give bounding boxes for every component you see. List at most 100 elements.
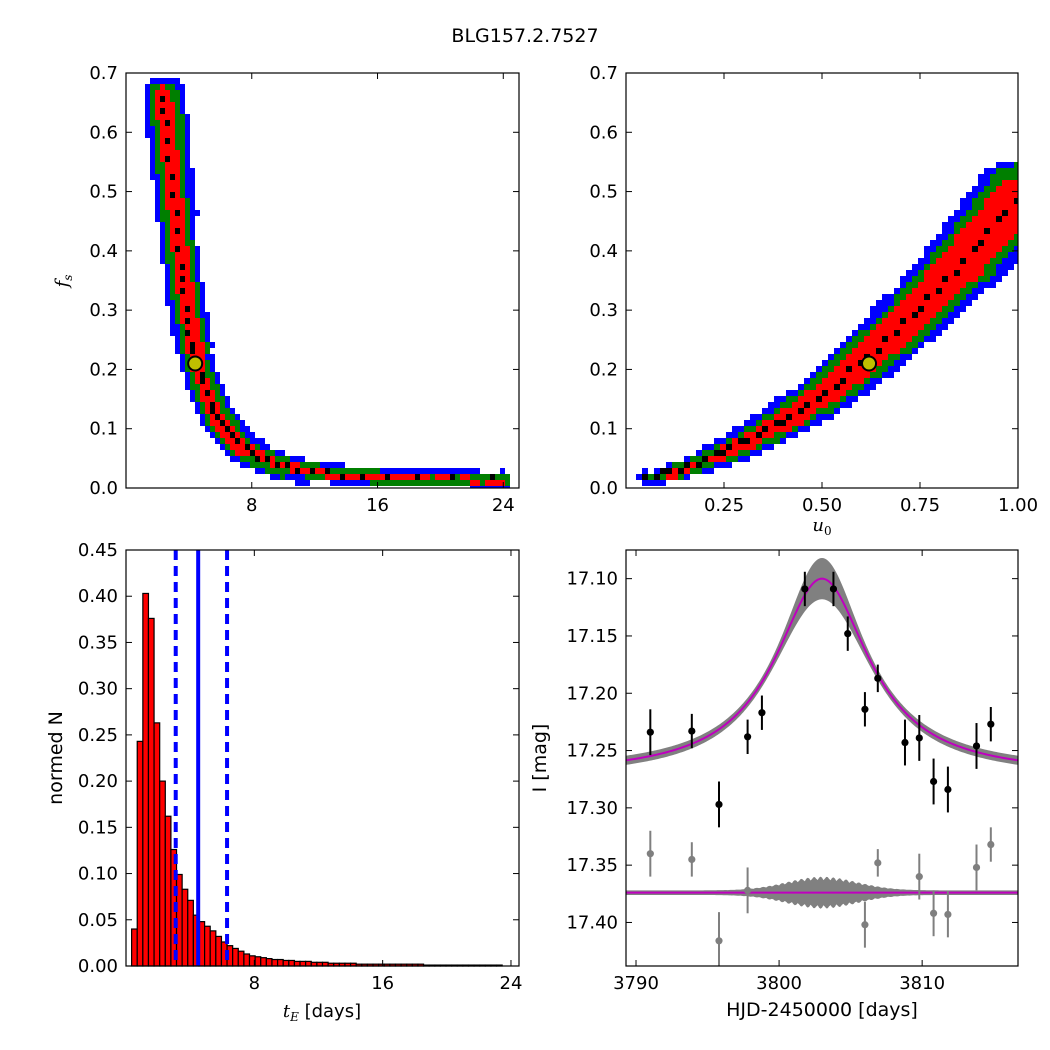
heatmap-cell <box>840 396 846 402</box>
heatmap-cell <box>180 180 185 186</box>
heatmap-cell <box>180 120 185 126</box>
heatmap-cell <box>1008 258 1014 264</box>
heatmap-cell <box>220 384 225 390</box>
heatmap-cell <box>978 258 984 264</box>
heatmap-cell <box>1014 216 1018 222</box>
heatmap-cell <box>175 288 180 294</box>
heatmap-cell <box>185 366 190 372</box>
heatmap-cell <box>870 378 876 384</box>
heatmap-cell <box>942 306 948 312</box>
heatmap-cell <box>195 324 200 330</box>
heatmap-cell <box>145 108 150 114</box>
heatmap-cell <box>966 258 972 264</box>
heatmap-cell <box>912 282 918 288</box>
heatmap-cell <box>816 378 822 384</box>
heatmap-cell <box>190 168 195 174</box>
heatmap-cell <box>170 222 175 228</box>
heatmap-cell <box>175 318 180 324</box>
heatmap-cell <box>978 192 984 198</box>
heatmap-cell <box>726 432 732 438</box>
heatmap-cell <box>1020 204 1026 210</box>
heatmap-cell <box>1026 222 1032 228</box>
heatmap-cell <box>200 318 205 324</box>
heatmap-cell <box>170 198 175 204</box>
heatmap-cell <box>930 306 936 312</box>
heatmap-cell <box>450 468 455 474</box>
heatmap-cell <box>828 390 834 396</box>
histogram-bar <box>153 722 161 967</box>
heatmap-cell <box>200 408 205 414</box>
heatmap-cell <box>180 156 185 162</box>
heatmap-cell <box>942 318 948 324</box>
heatmap-cell <box>320 468 325 474</box>
heatmap-cell <box>978 288 984 294</box>
heatmap-cell <box>948 306 954 312</box>
heatmap-cell <box>942 246 948 252</box>
heatmap-cell <box>1020 174 1026 180</box>
heatmap-cell <box>145 114 150 120</box>
histogram-bar <box>299 960 307 967</box>
x-tick-label: 16 <box>371 973 394 994</box>
heatmap-cell <box>732 432 738 438</box>
heatmap-peak-cell <box>285 462 290 468</box>
heatmap-cell <box>900 342 906 348</box>
heatmap-cell <box>190 246 195 252</box>
heatmap-cell <box>1044 186 1050 192</box>
heatmap-cell <box>1002 240 1008 246</box>
heatmap-cell <box>750 420 756 426</box>
heatmap-cell <box>180 108 185 114</box>
heatmap-cell <box>768 438 774 444</box>
heatmap-cell <box>840 372 846 378</box>
heatmap-cell <box>1026 186 1032 192</box>
data-point <box>744 733 752 741</box>
heatmap-cell <box>220 444 225 450</box>
heatmap-cell <box>972 240 978 246</box>
heatmap-cell <box>840 360 846 366</box>
histogram-bar <box>265 958 273 967</box>
heatmap-cell <box>972 186 978 192</box>
heatmap-cell <box>170 252 175 258</box>
heatmap-cell <box>185 252 190 258</box>
heatmap-cell <box>195 318 200 324</box>
heatmap-cell <box>180 300 185 306</box>
heatmap-cell <box>280 474 285 480</box>
heatmap-cell <box>990 186 996 192</box>
heatmap-cell <box>930 312 936 318</box>
heatmap-cell <box>756 444 762 450</box>
heatmap-cell <box>684 468 690 474</box>
heatmap-cell <box>165 210 170 216</box>
heatmap-cell <box>155 180 160 186</box>
heatmap-cell <box>180 252 185 258</box>
heatmap-cell <box>160 210 165 216</box>
heatmap-cell <box>170 114 175 120</box>
heatmap-cell <box>1008 246 1014 252</box>
heatmap-cell <box>936 246 942 252</box>
heatmap-cell <box>400 468 405 474</box>
heatmap-cell <box>160 258 165 264</box>
heatmap-cell <box>870 336 876 342</box>
heatmap-cell <box>410 480 415 486</box>
data-point <box>915 734 923 742</box>
heatmap-cell <box>345 474 350 480</box>
histogram-bar <box>232 947 239 967</box>
data-point <box>688 727 696 735</box>
heatmap-cell <box>846 354 852 360</box>
heatmap-cell <box>170 144 175 150</box>
heatmap-cell <box>315 474 320 480</box>
heatmap-cell <box>390 468 395 474</box>
heatmap-cell <box>470 480 475 486</box>
heatmap-cell <box>465 468 470 474</box>
heatmap-cell <box>930 282 936 288</box>
heatmap-cell <box>978 222 984 228</box>
heatmap-cell <box>768 414 774 420</box>
heatmap-cells <box>636 162 1050 486</box>
heatmap-cell <box>175 132 180 138</box>
heatmap-cell <box>430 474 435 480</box>
heatmap-cell <box>175 126 180 132</box>
heatmap-cell <box>180 270 185 276</box>
y-tick-label: 0.5 <box>589 182 618 203</box>
heatmap-peak-cell <box>936 288 942 294</box>
heatmap-cell <box>984 246 990 252</box>
heatmap-cell <box>906 342 912 348</box>
heatmap-peak-cell <box>942 276 948 282</box>
